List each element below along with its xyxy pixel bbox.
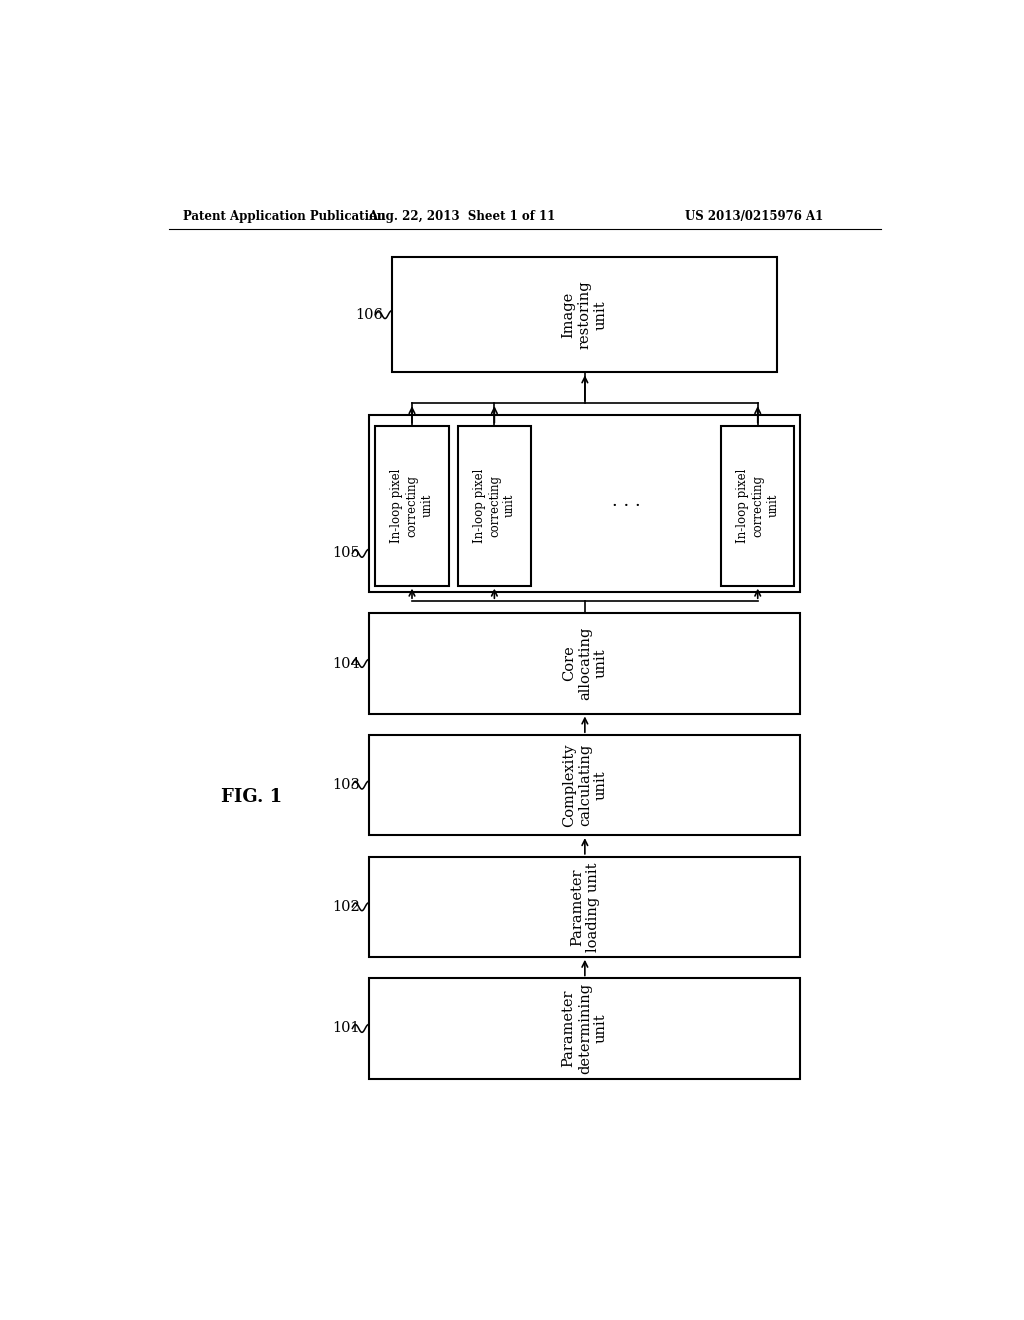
Text: 103: 103 (333, 779, 360, 792)
Text: Complexity
calculating
unit: Complexity calculating unit (561, 743, 608, 826)
Text: 105: 105 (333, 546, 360, 561)
Text: Parameter
loading unit: Parameter loading unit (569, 862, 600, 952)
Bar (458, 425, 531, 586)
Text: 106: 106 (355, 308, 383, 322)
Text: Core
allocating
unit: Core allocating unit (561, 627, 608, 700)
Bar (721, 425, 795, 586)
Text: Parameter
determining
unit: Parameter determining unit (561, 983, 608, 1074)
Bar (370, 614, 801, 714)
Bar (392, 257, 777, 372)
Text: Image
restoring
unit: Image restoring unit (561, 280, 608, 348)
Text: 104: 104 (333, 656, 360, 671)
Bar (376, 425, 449, 586)
Bar (370, 735, 801, 836)
Text: 101: 101 (333, 1022, 359, 1035)
Bar (370, 857, 801, 957)
Text: Patent Application Publication: Patent Application Publication (183, 210, 385, 223)
Text: · · ·: · · · (611, 496, 640, 515)
Text: 102: 102 (333, 900, 360, 913)
Text: In-loop pixel
correcting
unit: In-loop pixel correcting unit (473, 469, 516, 543)
Text: US 2013/0215976 A1: US 2013/0215976 A1 (685, 210, 823, 223)
Text: In-loop pixel
correcting
unit: In-loop pixel correcting unit (736, 469, 779, 543)
Text: FIG. 1: FIG. 1 (221, 788, 283, 807)
Bar (370, 978, 801, 1078)
Text: Aug. 22, 2013  Sheet 1 of 11: Aug. 22, 2013 Sheet 1 of 11 (368, 210, 555, 223)
Bar (370, 414, 801, 591)
Text: In-loop pixel
correcting
unit: In-loop pixel correcting unit (390, 469, 433, 543)
